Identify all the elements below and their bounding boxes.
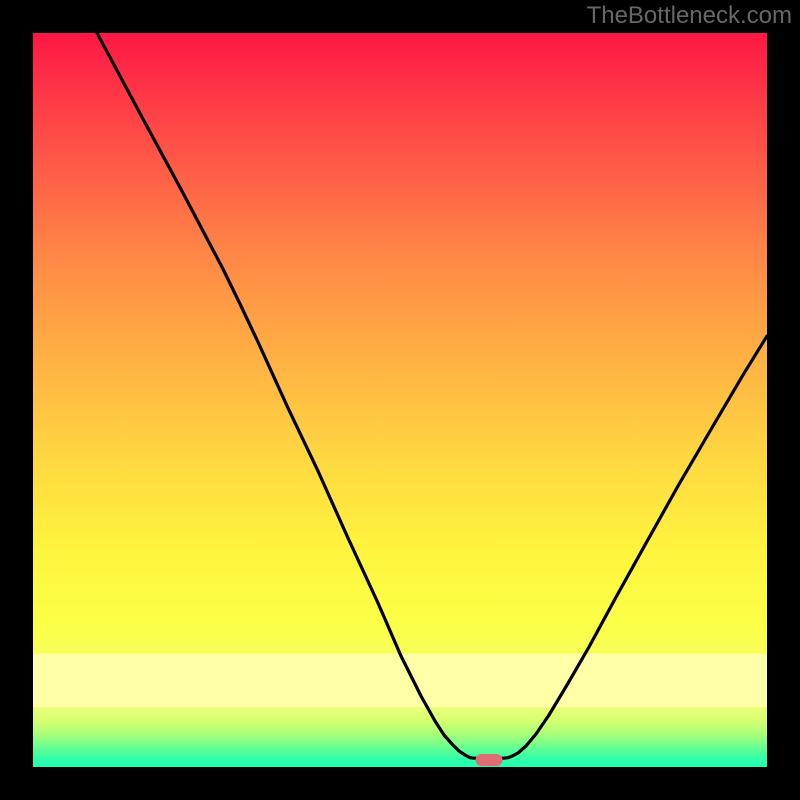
plot-area <box>33 33 767 767</box>
chart-frame: TheBottleneck.com <box>0 0 800 800</box>
gradient-chart-svg <box>33 33 767 767</box>
watermark-text: TheBottleneck.com <box>587 2 792 30</box>
min-marker <box>476 754 503 766</box>
